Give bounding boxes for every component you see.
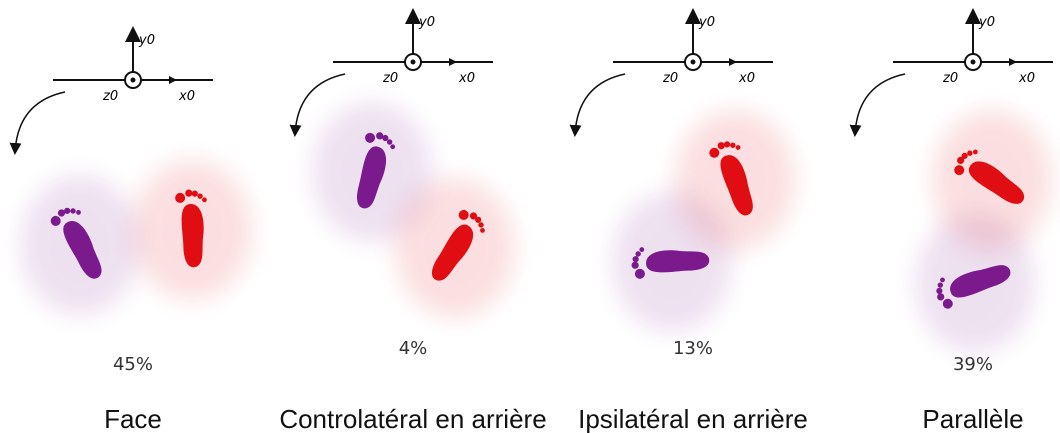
axis-label: x0	[458, 71, 475, 86]
axis-label: z0	[662, 71, 678, 86]
axis-label: y0	[698, 15, 715, 30]
axis-label: y0	[978, 15, 995, 30]
rotation-arrow	[575, 74, 625, 134]
percentage: 13%	[673, 338, 713, 359]
z-dot	[971, 60, 976, 65]
panel-label: Face	[104, 404, 162, 433]
z-dot	[411, 60, 416, 65]
z-dot	[131, 78, 136, 83]
panel-label: Controlatéral en arrière	[279, 404, 546, 433]
axis-label: x0	[738, 71, 755, 86]
panel: y0 z0 x0 45% Face	[15, 30, 252, 433]
percentage: 4%	[399, 338, 428, 359]
panel-label: Parallèle	[922, 404, 1023, 433]
percentage: 45%	[113, 354, 153, 375]
axis-label: y0	[418, 15, 435, 30]
panel: y0 z0 x0 39% Parallèle	[855, 12, 1053, 433]
percentage: 39%	[953, 354, 993, 375]
rotation-arrow	[855, 74, 905, 134]
figure: y0 z0 x0 45% Face y0 z0 x0 4% Controlatéral en ar…	[0, 0, 1060, 433]
panel: y0 z0 x0 13% Ipsilatéral en arrière	[575, 12, 808, 433]
axis-label: z0	[382, 71, 398, 86]
axis-label: z0	[102, 89, 118, 104]
panel-label: Ipsilatéral en arrière	[578, 404, 808, 433]
rotation-arrow	[15, 92, 65, 152]
axis-label: x0	[1018, 71, 1035, 86]
axis-label: z0	[942, 71, 958, 86]
z-dot	[691, 60, 696, 65]
panel: y0 z0 x0 4% Controlatéral en arrière	[279, 12, 546, 433]
axis-label: x0	[178, 89, 195, 104]
axis-label: y0	[138, 33, 155, 48]
